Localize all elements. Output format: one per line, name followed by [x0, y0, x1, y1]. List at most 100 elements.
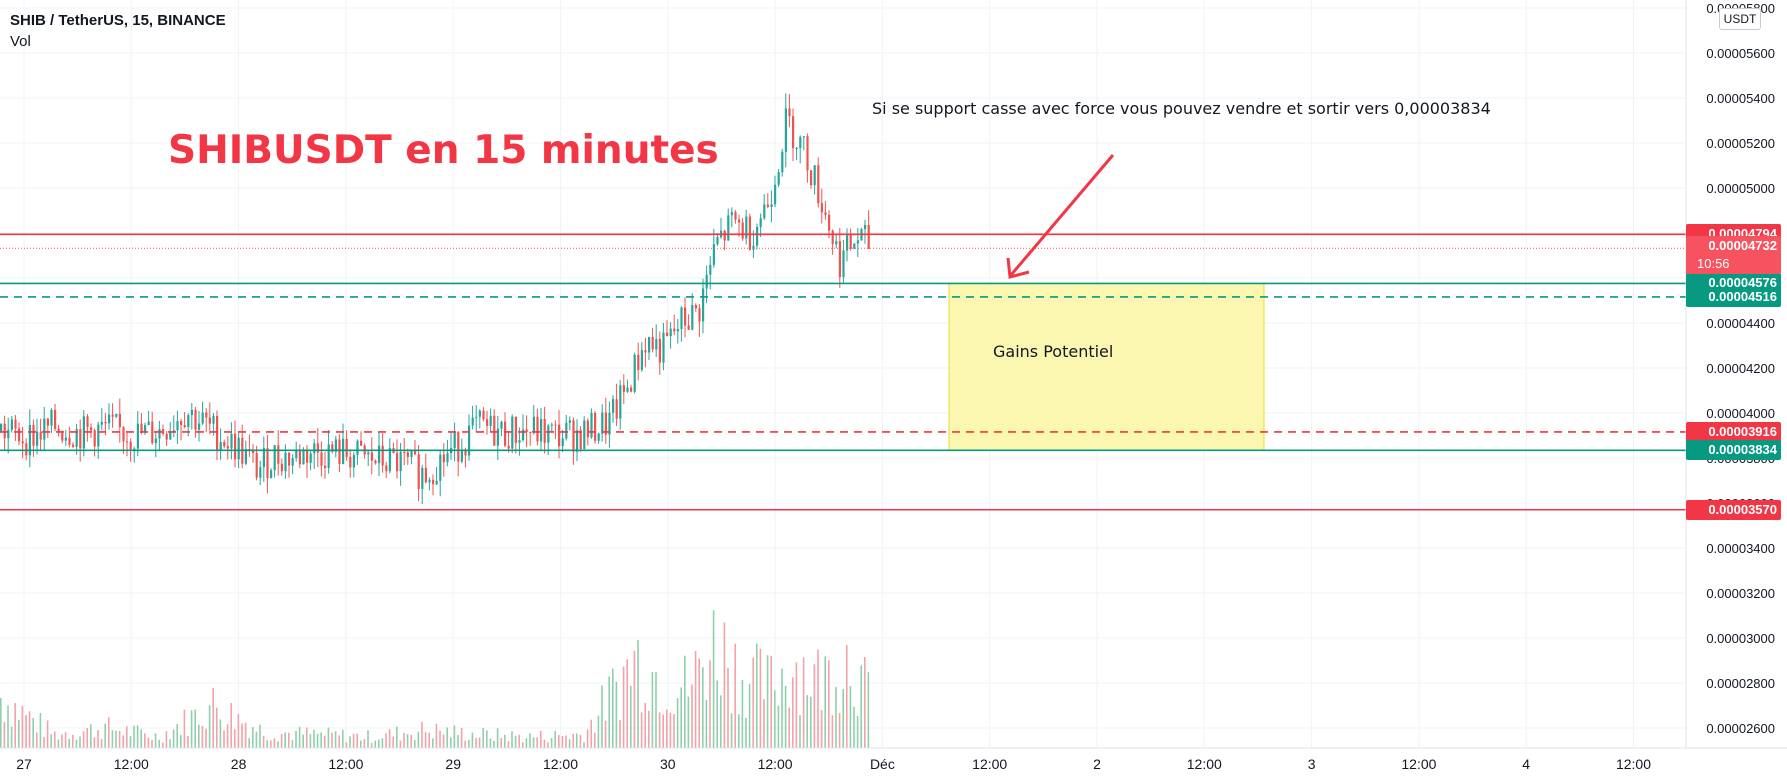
volume-bar	[774, 690, 776, 748]
price-candle	[756, 226, 759, 246]
price-candle	[169, 431, 172, 440]
price-candle	[111, 414, 114, 417]
volume-bar	[108, 717, 110, 748]
price-candle	[684, 307, 687, 326]
price-candle	[846, 234, 849, 251]
volume-bar	[360, 740, 362, 748]
price-candle	[763, 204, 766, 219]
price-candle	[691, 305, 694, 330]
volume-bar	[799, 715, 801, 748]
y-tick-label: 0.00002800	[1706, 676, 1775, 691]
volume-bar	[626, 659, 628, 748]
volume-bar	[169, 739, 171, 748]
volume-bar	[262, 735, 265, 748]
volume-bar	[529, 733, 531, 748]
price-candle	[154, 438, 157, 443]
price-candle	[622, 385, 625, 392]
price-candle	[133, 448, 136, 450]
volume-bar	[486, 730, 488, 748]
volume-bar	[46, 720, 49, 748]
price-candle	[630, 387, 633, 392]
volume-bar	[165, 731, 168, 748]
volume-bar	[140, 729, 142, 748]
price-candle	[504, 421, 507, 446]
volume-bar	[568, 739, 571, 748]
volume-bar	[180, 734, 182, 748]
price-candle	[838, 241, 841, 278]
volume-bar	[450, 737, 452, 748]
x-tick-label: 2	[1093, 756, 1101, 772]
volume-bar	[500, 738, 502, 748]
volume-bar	[662, 714, 664, 748]
price-candle	[237, 437, 240, 460]
price-candle	[565, 422, 568, 439]
price-candle	[403, 451, 406, 453]
volume-bar	[640, 712, 643, 748]
price-candle	[550, 424, 553, 426]
volume-bar	[25, 715, 27, 748]
volume-bar	[860, 665, 862, 748]
price-candle	[612, 399, 615, 413]
price-candle	[136, 423, 139, 449]
y-tick-label: 0.00002600	[1706, 721, 1775, 736]
price-candle	[662, 332, 665, 363]
volume-bar	[514, 735, 517, 748]
price-candle	[673, 328, 676, 332]
x-tick-label: 12:00	[328, 756, 363, 772]
bar-countdown-label: 10:56	[1697, 256, 1730, 271]
volume-bar	[10, 726, 13, 748]
price-candle	[676, 329, 679, 332]
x-tick-label: 12:00	[543, 756, 578, 772]
gains-zone-label[interactable]: Gains Potentiel	[993, 342, 1114, 361]
volume-bar	[795, 662, 798, 748]
volume-bar	[396, 726, 398, 748]
price-candle	[165, 433, 168, 440]
price-candle	[93, 430, 96, 447]
currency-button[interactable]: USDT	[1719, 8, 1761, 30]
price-candle	[374, 460, 377, 464]
price-candle	[410, 450, 413, 457]
price-candle	[788, 108, 791, 117]
price-candle	[421, 467, 424, 489]
price-candle	[820, 203, 823, 213]
volume-bar	[212, 688, 214, 748]
price-level-pill: 0.00003916	[1686, 421, 1781, 442]
volume-bar	[810, 696, 812, 748]
price-candle	[370, 452, 373, 461]
price-candle	[781, 151, 784, 173]
volume-bar	[90, 724, 92, 748]
volume-bar	[583, 742, 585, 748]
volume-bar	[511, 731, 513, 748]
volume-bar	[57, 739, 60, 748]
volume-bar	[136, 725, 139, 748]
volume-bar	[435, 723, 438, 748]
price-candle	[108, 414, 111, 424]
chart-title-annotation[interactable]: SHIBUSDT en 15 minutes	[168, 128, 719, 173]
price-candle	[75, 429, 78, 447]
volume-bar	[115, 730, 117, 748]
x-tick-label: 12:00	[1616, 756, 1651, 772]
price-level-pill: 0.00004516	[1686, 286, 1781, 307]
price-candle	[817, 165, 820, 204]
price-candle	[126, 441, 129, 443]
volume-indicator-label[interactable]: Vol	[10, 33, 31, 50]
price-candle	[255, 453, 258, 478]
symbol-label[interactable]: SHIB / TetherUS, 15, BINANCE	[10, 12, 226, 29]
price-candle	[180, 421, 183, 426]
volume-bar	[392, 736, 394, 748]
volume-bar	[403, 732, 405, 748]
price-candle	[792, 116, 795, 149]
volume-bar	[770, 655, 772, 748]
price-candle	[190, 409, 193, 416]
price-candle	[738, 219, 741, 223]
volume-bar	[720, 695, 722, 748]
volume-bar	[280, 734, 283, 748]
volume-bar	[424, 732, 427, 748]
support-note-annotation[interactable]: Si se support casse avec force vous pouv…	[872, 99, 1491, 118]
price-candle	[439, 454, 442, 481]
volume-bar	[745, 717, 747, 748]
volume-bar	[205, 728, 207, 748]
price-candle	[183, 425, 186, 428]
